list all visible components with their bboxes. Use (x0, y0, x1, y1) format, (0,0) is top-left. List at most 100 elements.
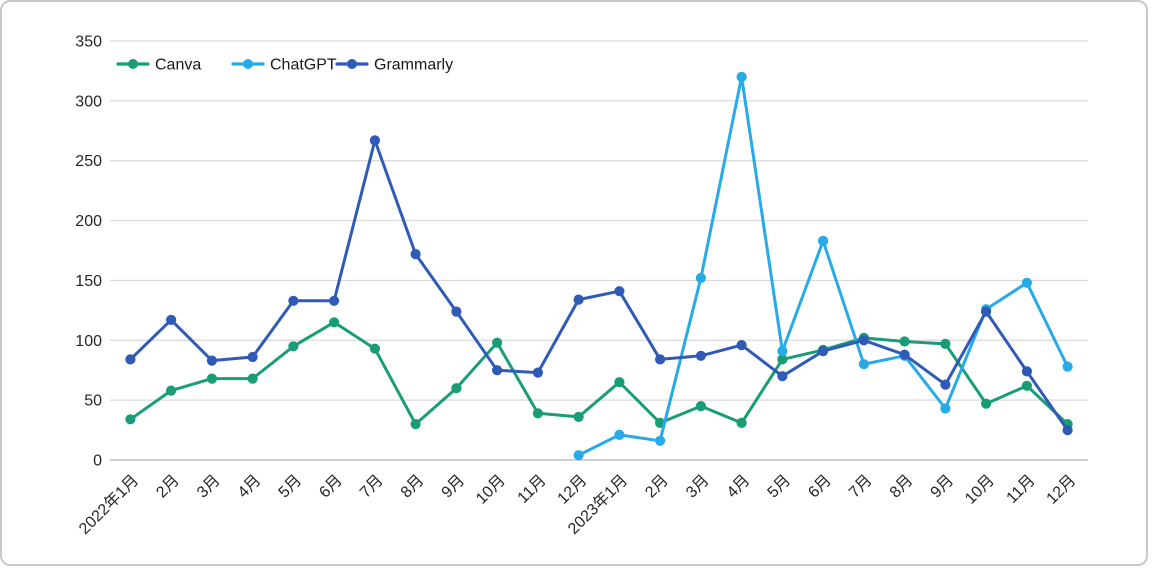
y-axis-tick-labels: 0 50 100 150 200 250 300 350 (75, 34, 102, 470)
data-point-grammarly (492, 365, 503, 376)
x-tick-label: 8月 (398, 472, 428, 502)
data-point-grammarly (329, 295, 340, 306)
data-point-chatgpt (736, 71, 747, 83)
legend-item-canva: Canva (116, 57, 201, 74)
data-point-canva (695, 401, 707, 412)
data-point-grammarly (940, 379, 951, 390)
y-tick-label: 150 (75, 273, 102, 290)
data-point-chatgpt (1021, 277, 1033, 288)
legend-label: Canva (155, 57, 201, 74)
gridlines (110, 40, 1088, 461)
data-point-canva (899, 336, 910, 347)
y-tick-label: 300 (75, 93, 102, 110)
data-point-grammarly (777, 371, 788, 382)
y-tick-label: 100 (75, 333, 102, 350)
data-point-grammarly (899, 349, 910, 360)
data-point-grammarly (614, 286, 625, 297)
x-tick-label: 12月 (555, 472, 591, 508)
y-tick-label: 0 (93, 453, 102, 470)
x-tick-label: 10月 (962, 472, 998, 508)
x-tick-label: 9月 (439, 472, 469, 502)
x-tick-label: 11月 (1004, 472, 1039, 507)
x-tick-label: 2月 (642, 472, 672, 502)
data-point-canva (451, 383, 462, 394)
data-point-canva (981, 398, 992, 409)
x-tick-label: 5月 (765, 472, 795, 502)
data-point-canva (166, 385, 177, 396)
series-line-grammarly (128, 138, 1070, 432)
x-tick-label: 4月 (724, 472, 754, 502)
x-tick-label: 6月 (805, 472, 835, 502)
x-tick-label: 12月 (1044, 472, 1080, 508)
series-canva (125, 317, 1073, 430)
series-grammarly (125, 135, 1073, 436)
data-point-chatgpt (655, 435, 666, 446)
y-tick-label: 200 (75, 213, 102, 230)
data-point-grammarly (818, 346, 829, 357)
data-point-grammarly (736, 340, 747, 351)
data-point-chatgpt (818, 235, 829, 246)
data-point-canva (288, 341, 299, 352)
x-tick-label: 5月 (276, 472, 306, 502)
x-tick-label: 8月 (887, 472, 917, 502)
data-point-chatgpt (614, 429, 625, 440)
y-tick-label: 250 (75, 153, 102, 170)
data-point-grammarly (247, 351, 258, 363)
data-point-canva (329, 317, 340, 328)
x-tick-label: 3月 (683, 472, 713, 502)
data-point-grammarly (695, 350, 707, 361)
data-point-canva (736, 417, 747, 428)
data-point-grammarly (1062, 425, 1073, 436)
y-tick-label: 50 (84, 393, 102, 410)
data-point-grammarly (410, 249, 421, 260)
legend-dot-marker-icon (243, 59, 253, 69)
data-point-chatgpt (695, 272, 707, 284)
x-tick-label: 11月 (515, 472, 550, 507)
data-point-canva (532, 408, 544, 419)
data-point-chatgpt (1062, 361, 1073, 372)
series-line-chatgpt (577, 75, 1070, 457)
data-point-grammarly (1021, 366, 1033, 377)
data-point-grammarly (532, 367, 544, 378)
data-point-grammarly (369, 135, 380, 146)
legend-label: ChatGPT (270, 57, 337, 74)
data-point-canva (125, 414, 136, 425)
series-chatgpt (573, 71, 1073, 461)
data-point-grammarly (981, 306, 992, 317)
x-tick-label: 3月 (194, 472, 224, 502)
data-point-grammarly (573, 294, 584, 305)
data-point-canva (410, 419, 421, 430)
x-tick-label: 10月 (473, 472, 509, 508)
data-point-grammarly (206, 355, 217, 366)
data-point-grammarly (288, 295, 299, 306)
data-point-chatgpt (777, 346, 788, 357)
data-point-canva (1021, 380, 1033, 391)
data-point-canva (492, 337, 503, 348)
x-tick-label: 7月 (357, 472, 387, 502)
data-point-canva (614, 377, 625, 388)
data-point-grammarly (451, 306, 462, 317)
legend-dot-marker-icon (347, 59, 357, 69)
data-point-grammarly (858, 335, 870, 346)
data-point-canva (206, 373, 217, 384)
data-point-grammarly (166, 314, 177, 325)
x-tick-label: 9月 (928, 472, 958, 502)
data-point-chatgpt (573, 450, 584, 461)
x-tick-label: 7月 (846, 472, 876, 502)
x-tick-label: 4月 (235, 472, 265, 502)
data-point-chatgpt (940, 403, 951, 414)
data-point-canva (573, 411, 584, 422)
data-point-canva (247, 373, 258, 384)
x-tick-label: 2月 (153, 472, 183, 502)
x-tick-label: 6月 (316, 472, 346, 502)
legend: Canva ChatGPT Grammarly (116, 57, 453, 74)
legend-item-chatgpt: ChatGPT (231, 57, 337, 74)
legend-dot-marker-icon (128, 59, 138, 69)
legend-label: Grammarly (374, 57, 453, 74)
data-point-grammarly (655, 354, 666, 365)
y-tick-label: 350 (75, 34, 102, 51)
data-point-canva (940, 338, 951, 349)
